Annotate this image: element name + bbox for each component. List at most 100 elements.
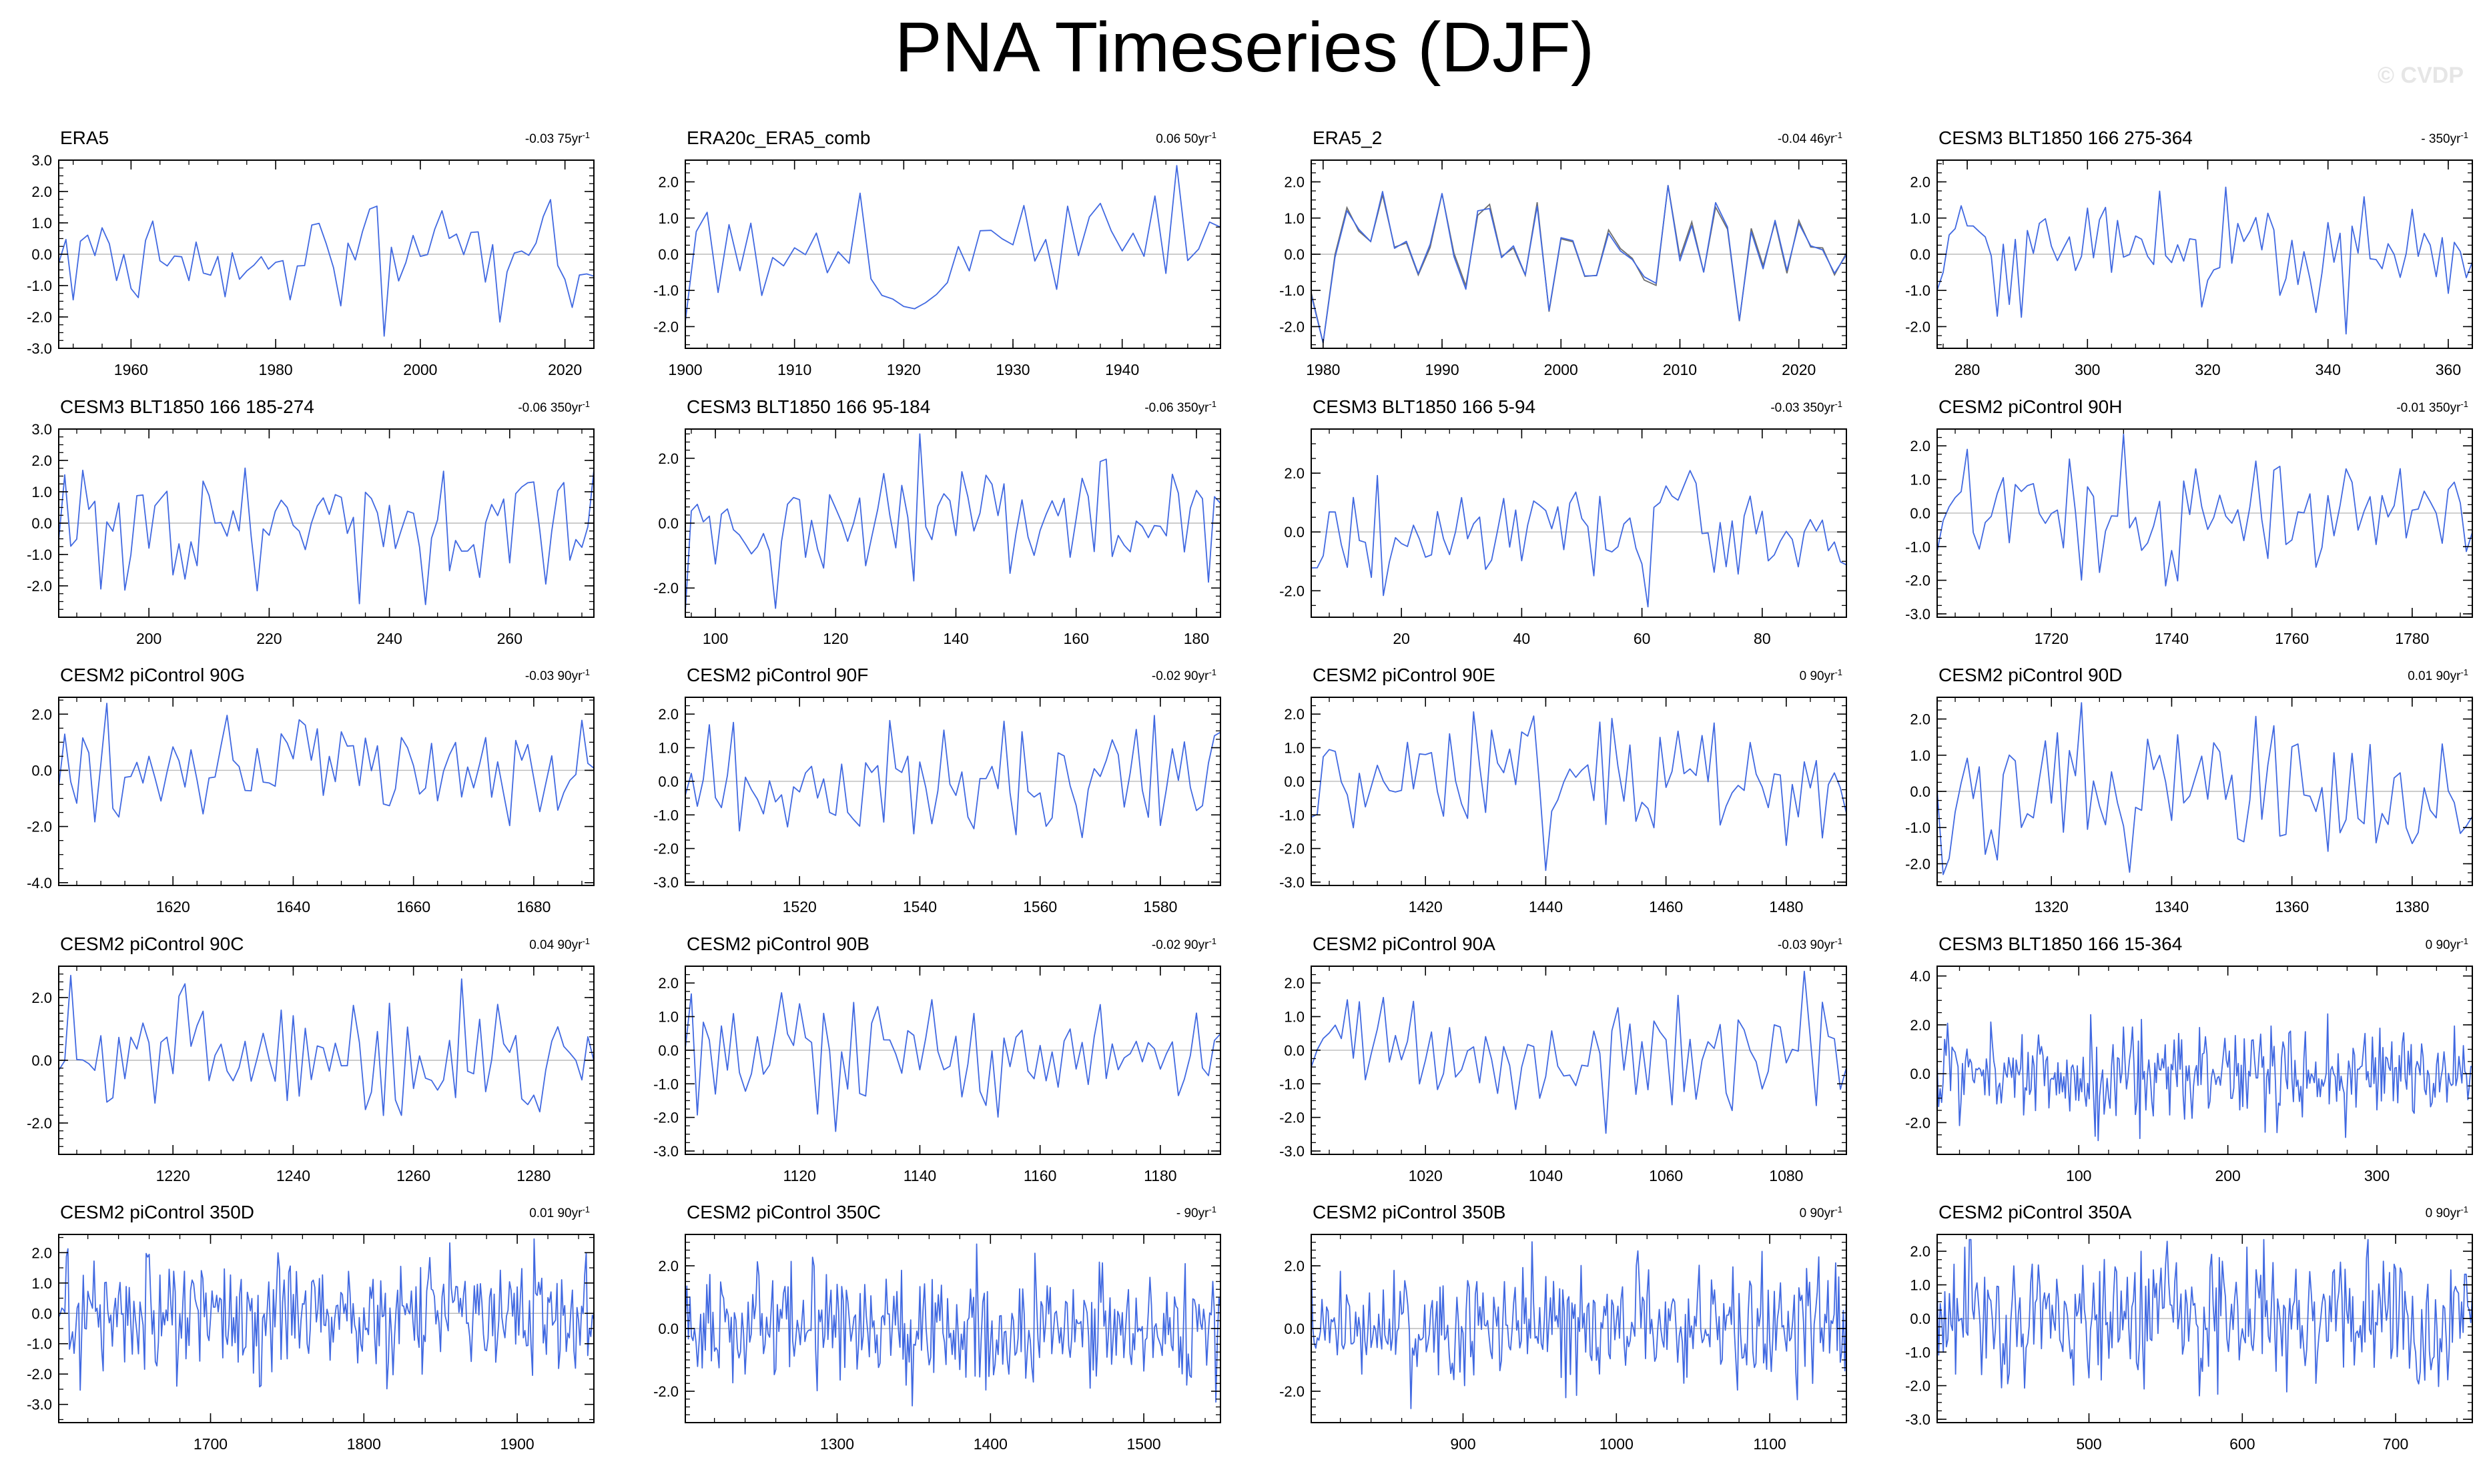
- y-tick-label: 0.0: [1910, 1066, 1930, 1082]
- y-tick-label: -3.0: [653, 1143, 679, 1160]
- series-line: [685, 433, 1221, 612]
- y-tick-label: 0.0: [1284, 773, 1305, 790]
- panel-title: CESM3 BLT1850 166 95-184: [687, 396, 930, 417]
- x-tick-label: 20: [1393, 630, 1410, 647]
- y-tick-label: 0.0: [1910, 1311, 1930, 1327]
- x-tick-label: 300: [2075, 361, 2100, 378]
- x-tick-label: 1990: [1425, 361, 1459, 378]
- panel-title: CESM2 piControl 350C: [687, 1202, 881, 1222]
- y-tick-label: 2.0: [1284, 975, 1305, 992]
- x-tick-label: 1620: [156, 898, 190, 915]
- trend-label: 0 90yr-1: [2426, 936, 2468, 952]
- x-tick-label: 1800: [347, 1435, 381, 1453]
- trend-label: - 350yr-1: [2421, 130, 2468, 146]
- y-tick-label: 1.0: [1910, 1277, 1930, 1294]
- x-tick-label: 1930: [996, 361, 1030, 378]
- y-tick-label: 0.0: [1910, 783, 1930, 800]
- panel-13: CESM2 piControl 90C 0.04 90yr-1 2.0 0.0 -2.0…: [27, 934, 595, 1184]
- y-tick-label: -1.0: [1905, 282, 1930, 299]
- y-tick-label: -1.0: [27, 1336, 52, 1353]
- y-tick-label: 0.0: [658, 515, 679, 532]
- plot-frame: [1936, 428, 2473, 618]
- series-line: [1311, 1241, 1847, 1409]
- y-tick-label: 2.0: [31, 452, 52, 469]
- x-tick-label: 280: [1954, 361, 1980, 378]
- plot-frame: [685, 697, 1221, 886]
- x-tick-label: 1580: [1143, 898, 1177, 915]
- series-line: [1311, 185, 1847, 344]
- panel-14: CESM2 piControl 90B -0.02 90yr-1 2.0 1.0 0.0…: [653, 934, 1221, 1184]
- y-tick-label: 0.0: [1284, 1042, 1305, 1059]
- x-tick-label: 100: [2066, 1167, 2091, 1184]
- y-tick-label: -2.0: [1279, 841, 1305, 857]
- x-tick-label: 1400: [974, 1435, 1008, 1453]
- y-tick-label: 0.0: [31, 1052, 52, 1069]
- y-tick-label: 1.0: [658, 740, 679, 757]
- x-tick-label: 1920: [887, 361, 921, 378]
- plot-frame: [1936, 966, 2473, 1155]
- x-tick-label: 1700: [194, 1435, 228, 1453]
- y-tick-label: -2.0: [1905, 318, 1930, 335]
- x-tick-label: 1420: [1409, 898, 1443, 915]
- x-tick-label: 180: [1184, 630, 1209, 647]
- panel-3: ERA5_2 -0.04 46yr-1 2.0 1.0 0.0 -1.0 -2.0 1980 1…: [1279, 127, 1847, 378]
- x-tick-label: 1180: [1144, 1167, 1176, 1184]
- x-tick-label: 300: [2364, 1167, 2390, 1184]
- y-tick-label: 2.0: [31, 183, 52, 200]
- trend-label: 0.01 90yr-1: [529, 1204, 590, 1220]
- x-tick-label: 1720: [2035, 630, 2069, 647]
- x-tick-label: 1160: [1024, 1167, 1056, 1184]
- panel-title: CESM2 piControl 90F: [687, 665, 868, 685]
- x-tick-label: 1280: [516, 1167, 551, 1184]
- panel-20: CESM2 piControl 350A 0 90yr-1 2.0 1.0 0.0 -1.…: [1905, 1202, 2473, 1453]
- credit-watermark: © CVDP: [2378, 63, 2464, 88]
- panel-9: CESM2 piControl 90G -0.03 90yr-1 2.0 0.0 -2.…: [27, 665, 595, 915]
- y-tick-label: -1.0: [1279, 282, 1305, 299]
- trend-label: -0.02 90yr-1: [1152, 667, 1216, 683]
- y-tick-label: -2.0: [27, 1366, 52, 1383]
- x-tick-label: 1020: [1409, 1167, 1443, 1184]
- trend-label: 0.06 50yr-1: [1156, 130, 1216, 146]
- trend-label: -0.06 350yr-1: [518, 399, 590, 415]
- x-tick-label: 1440: [1529, 898, 1563, 915]
- trend-label: -0.03 90yr-1: [1778, 936, 1842, 952]
- x-tick-label: 1040: [1529, 1167, 1563, 1184]
- x-tick-label: 1100: [1753, 1435, 1786, 1453]
- y-tick-label: -2.0: [27, 309, 52, 326]
- panel-18: CESM2 piControl 350C - 90yr-1 2.0 0.0 -2.0 13…: [653, 1202, 1221, 1453]
- y-tick-label: -2.0: [1905, 855, 1930, 872]
- x-tick-label: 2000: [403, 361, 437, 378]
- x-tick-label: 1660: [396, 898, 430, 915]
- panel-title: ERA5: [60, 127, 109, 148]
- x-tick-label: 1480: [1769, 898, 1803, 915]
- y-tick-label: -3.0: [1279, 1143, 1305, 1160]
- x-tick-label: 1560: [1023, 898, 1057, 915]
- trend-label: 0.04 90yr-1: [529, 936, 590, 952]
- panel-title: ERA20c_ERA5_comb: [687, 127, 870, 148]
- y-tick-label: 4.0: [1910, 968, 1930, 985]
- y-tick-label: 0.0: [1910, 505, 1930, 522]
- plot-frame: [685, 966, 1221, 1155]
- y-tick-label: 1.0: [1910, 210, 1930, 227]
- panel-title: CESM2 piControl 90G: [60, 665, 245, 685]
- panel-title: CESM3 BLT1850 166 185-274: [60, 396, 314, 417]
- series-line: [1311, 970, 1847, 1134]
- x-tick-label: 1000: [1599, 1435, 1634, 1453]
- x-tick-label: 1680: [516, 898, 551, 915]
- y-tick-label: 0.0: [1910, 246, 1930, 263]
- y-tick-label: 0.0: [1284, 524, 1305, 540]
- x-tick-label: 220: [256, 630, 282, 647]
- trend-label: 0 90yr-1: [2426, 1204, 2468, 1220]
- x-tick-label: 1980: [1306, 361, 1340, 378]
- x-tick-label: 1320: [2035, 898, 2069, 915]
- panel-title: CESM2 piControl 90D: [1938, 665, 2122, 685]
- panel-title: CESM2 piControl 90H: [1938, 396, 2122, 417]
- y-tick-label: 2.0: [658, 975, 679, 992]
- x-tick-label: 1340: [2155, 898, 2189, 915]
- y-tick-label: -3.0: [1905, 1411, 1930, 1428]
- x-tick-label: 1740: [2155, 630, 2189, 647]
- trend-label: 0 90yr-1: [1800, 1204, 1842, 1220]
- panel-title: CESM3 BLT1850 166 275-364: [1938, 127, 2193, 148]
- panel-6: CESM3 BLT1850 166 95-184 -0.06 350yr-1 2.0…: [653, 396, 1221, 647]
- panel-12: CESM2 piControl 90D 0.01 90yr-1 2.0 1.0 0.0 -…: [1905, 665, 2473, 915]
